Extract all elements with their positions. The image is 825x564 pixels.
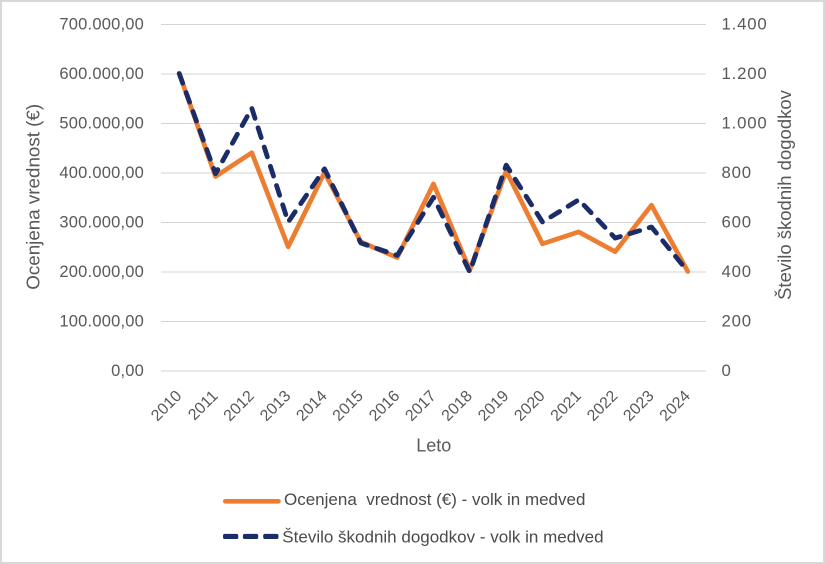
svg-text:2014: 2014 — [293, 388, 330, 425]
svg-text:1.400: 1.400 — [722, 15, 768, 34]
svg-text:2010: 2010 — [148, 388, 185, 425]
svg-text:2022: 2022 — [584, 388, 621, 425]
svg-text:2023: 2023 — [620, 388, 657, 425]
svg-text:2017: 2017 — [402, 388, 439, 425]
svg-text:600: 600 — [722, 213, 752, 232]
svg-text:300.000,00: 300.000,00 — [59, 214, 144, 232]
svg-text:Število škodnih dogodkov - vol: Število škodnih dogodkov - volk in medve… — [282, 528, 603, 547]
svg-text:500.000,00: 500.000,00 — [59, 115, 144, 133]
svg-text:100.000,00: 100.000,00 — [59, 313, 144, 331]
svg-text:0: 0 — [722, 361, 732, 380]
svg-text:2012: 2012 — [221, 388, 258, 425]
svg-text:Ocenjena vrednost (€): Ocenjena vrednost (€) — [23, 104, 44, 290]
svg-text:400.000,00: 400.000,00 — [59, 164, 144, 182]
svg-text:2016: 2016 — [366, 388, 403, 425]
svg-text:2018: 2018 — [439, 388, 476, 425]
svg-text:2019: 2019 — [475, 388, 512, 425]
svg-text:200: 200 — [722, 312, 752, 331]
svg-text:700.000,00: 700.000,00 — [59, 16, 144, 34]
svg-text:2024: 2024 — [657, 388, 694, 425]
svg-text:2015: 2015 — [330, 388, 367, 425]
svg-text:Leto: Leto — [416, 435, 451, 455]
svg-text:800: 800 — [722, 163, 752, 182]
svg-text:Ocenjena vrednost (€) - volk: Ocenjena vrednost (€) - volk in medved — [284, 490, 585, 509]
svg-text:2020: 2020 — [511, 388, 548, 425]
svg-text:2021: 2021 — [548, 388, 585, 425]
svg-text:2011: 2011 — [185, 388, 221, 424]
svg-text:200.000,00: 200.000,00 — [59, 263, 144, 281]
svg-text:400: 400 — [722, 262, 752, 281]
svg-text:Število škodnih dogodkov: Število škodnih dogodkov — [774, 89, 795, 300]
svg-text:0,00: 0,00 — [111, 362, 144, 380]
svg-text:2013: 2013 — [257, 388, 294, 425]
svg-text:1.200: 1.200 — [722, 64, 768, 83]
svg-text:600.000,00: 600.000,00 — [59, 65, 144, 83]
svg-text:1.000: 1.000 — [722, 114, 768, 133]
